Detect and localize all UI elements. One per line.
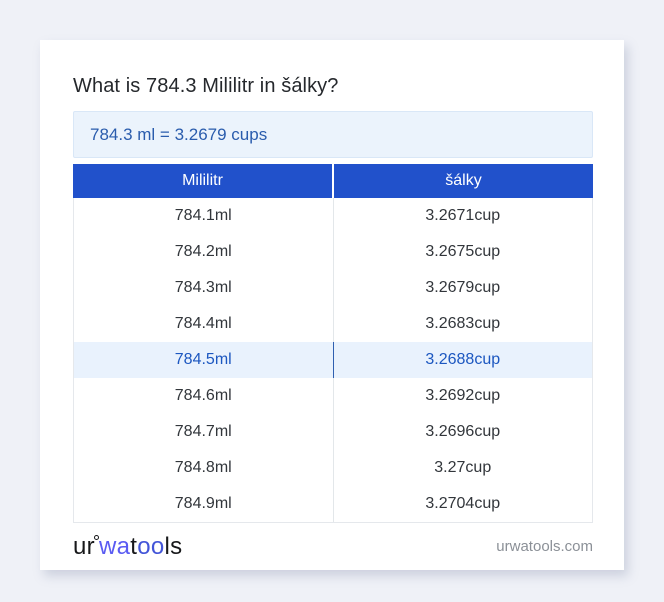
table-cell-cup[interactable]: 3.2688cup <box>425 351 501 368</box>
table-cell-cup[interactable]: 3.2679cup <box>425 279 501 296</box>
table-row[interactable]: 784.1ml 3.2671cup <box>74 198 592 234</box>
table-row[interactable]: 784.9ml 3.2704cup <box>74 486 592 522</box>
logo-text-ls: ls <box>164 532 183 560</box>
card-footer: ur watools urwatools.com <box>40 523 624 570</box>
table-row[interactable]: 784.7ml 3.2696cup <box>74 414 592 450</box>
table-cell-ml[interactable]: 784.3ml <box>74 270 334 306</box>
card-body: What is 784.3 Mililitr in šálky? 784.3 m… <box>40 40 624 523</box>
converter-card: What is 784.3 Mililitr in šálky? 784.3 m… <box>40 40 624 570</box>
table-row[interactable]: 784.8ml 3.27cup <box>74 450 592 486</box>
ring-icon <box>93 534 99 540</box>
logo-glasses-oo: oo <box>137 532 165 560</box>
table-cell-ml[interactable]: 784.6ml <box>74 378 334 414</box>
table-cell-ml[interactable]: 784.5ml <box>74 342 334 378</box>
table-cell-ml[interactable]: 784.1ml <box>74 198 334 234</box>
table-cell-ml[interactable]: 784.9ml <box>74 486 334 522</box>
table-header-salky: šálky <box>445 172 482 189</box>
table-row[interactable]: 784.3ml 3.2679cup <box>74 270 592 306</box>
logo-text-wa: wa <box>98 532 131 560</box>
table-row[interactable]: 784.2ml 3.2675cup <box>74 234 592 270</box>
table-cell-cup[interactable]: 3.27cup <box>434 459 492 476</box>
table-cell-cup[interactable]: 3.2696cup <box>425 423 501 440</box>
table-cell-ml[interactable]: 784.8ml <box>74 450 334 486</box>
table-cell-ml[interactable]: 784.7ml <box>74 414 334 450</box>
page-title: What is 784.3 Mililitr in šálky? <box>73 75 339 97</box>
table-row[interactable]: 784.6ml 3.2692cup <box>74 378 592 414</box>
table-header-mililitr: Mililitr <box>73 164 334 198</box>
table-cell-cup[interactable]: 3.2683cup <box>425 315 501 332</box>
logo-text-t: t <box>130 532 138 560</box>
site-logo[interactable]: ur watools <box>73 533 182 561</box>
table-cell-cup[interactable]: 3.2704cup <box>425 495 501 512</box>
table-cell-ml[interactable]: 784.2ml <box>74 234 334 270</box>
table-cell-cup[interactable]: 3.2671cup <box>425 207 501 224</box>
logo-text-ur: ur <box>73 532 95 560</box>
conversion-result-box: 784.3 ml = 3.2679 cups <box>73 111 593 158</box>
table-header: Mililitr šálky <box>73 164 593 198</box>
table-row[interactable]: 784.4ml 3.2683cup <box>74 306 592 342</box>
site-domain: urwatools.com <box>496 538 593 555</box>
conversion-table: Mililitr šálky 784.1ml 3.2671cup 784.2ml… <box>73 164 593 523</box>
table-cell-cup[interactable]: 3.2692cup <box>425 387 501 404</box>
table-body: 784.1ml 3.2671cup 784.2ml 3.2675cup 784.… <box>73 198 593 523</box>
conversion-result-text: 784.3 ml = 3.2679 cups <box>90 124 268 144</box>
table-cell-ml[interactable]: 784.4ml <box>74 306 334 342</box>
table-row[interactable]: 784.5ml 3.2688cup <box>74 342 592 378</box>
table-cell-cup[interactable]: 3.2675cup <box>425 243 501 260</box>
